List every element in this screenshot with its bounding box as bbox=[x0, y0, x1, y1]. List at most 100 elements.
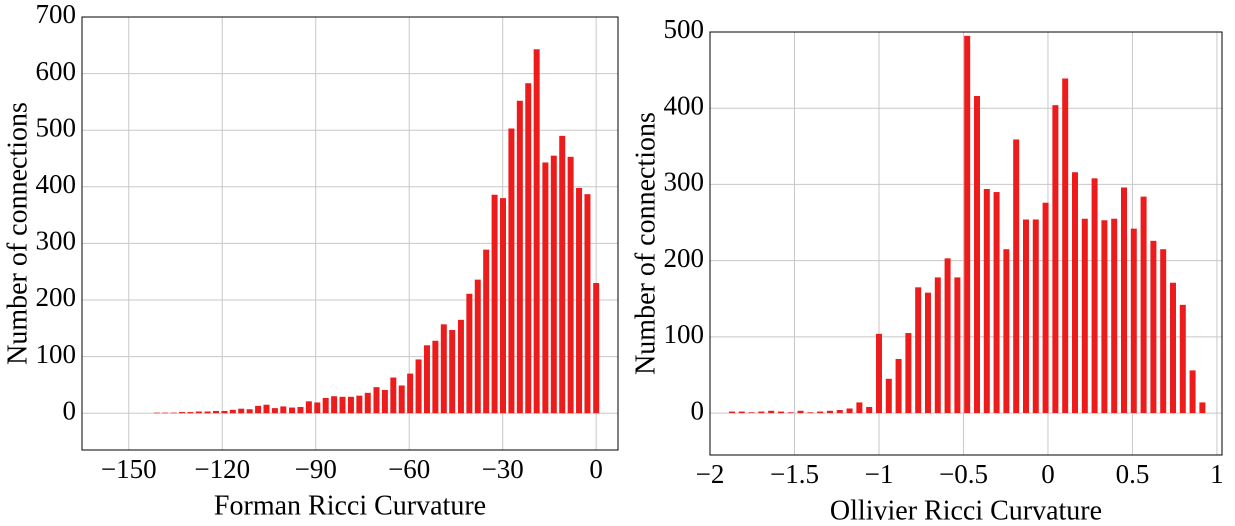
bar bbox=[983, 189, 990, 414]
bar bbox=[550, 155, 557, 414]
bar bbox=[339, 396, 346, 414]
bar bbox=[1022, 219, 1029, 414]
bar bbox=[483, 249, 490, 414]
bar bbox=[576, 187, 583, 414]
bar bbox=[885, 378, 892, 414]
bar bbox=[314, 402, 321, 414]
y-tick-label: 600 bbox=[36, 56, 77, 86]
bar bbox=[415, 359, 422, 414]
bar bbox=[905, 333, 912, 414]
bar bbox=[500, 198, 507, 414]
y-tick-label: 500 bbox=[36, 112, 77, 142]
bar bbox=[170, 412, 177, 414]
bar bbox=[263, 404, 270, 414]
bar bbox=[1101, 220, 1108, 414]
bar bbox=[525, 83, 532, 414]
bar bbox=[213, 410, 219, 414]
y-tick-label: 700 bbox=[36, 0, 77, 29]
bar bbox=[423, 345, 430, 414]
x-tick-label: −1 bbox=[865, 459, 894, 489]
x-tick-label: 1 bbox=[1210, 459, 1224, 489]
bar bbox=[964, 35, 971, 414]
bar bbox=[331, 396, 338, 414]
bar bbox=[322, 397, 329, 414]
bar bbox=[516, 100, 523, 414]
bar bbox=[748, 412, 755, 414]
y-tick-label: 100 bbox=[664, 319, 705, 349]
x-tick-label: −0.5 bbox=[939, 459, 988, 489]
bar bbox=[1150, 240, 1157, 414]
bar bbox=[856, 402, 863, 414]
bar bbox=[738, 411, 745, 414]
bar bbox=[153, 412, 160, 414]
bar bbox=[229, 409, 236, 414]
bar bbox=[1189, 370, 1196, 414]
bar bbox=[1013, 139, 1020, 414]
bar bbox=[559, 135, 566, 414]
bar bbox=[347, 396, 354, 414]
x-tick-label: −1.5 bbox=[770, 459, 819, 489]
bar bbox=[787, 412, 794, 414]
bar bbox=[221, 410, 228, 414]
x-tick-label: −2 bbox=[696, 459, 725, 489]
bar bbox=[381, 390, 388, 414]
bar bbox=[432, 340, 439, 414]
bar bbox=[797, 410, 804, 414]
bar bbox=[449, 330, 456, 414]
bar bbox=[567, 156, 574, 414]
bar bbox=[1062, 78, 1069, 414]
bar bbox=[915, 287, 922, 414]
bar bbox=[246, 409, 253, 414]
bar bbox=[1042, 202, 1049, 414]
bar bbox=[807, 412, 814, 414]
bar bbox=[542, 162, 549, 414]
bar bbox=[466, 293, 473, 414]
y-tick-label: 0 bbox=[691, 395, 705, 425]
bar bbox=[1179, 304, 1186, 414]
bar bbox=[846, 408, 853, 414]
bar bbox=[179, 412, 186, 414]
bar bbox=[944, 258, 951, 414]
bar bbox=[1130, 228, 1137, 414]
bar bbox=[875, 333, 882, 414]
bar bbox=[508, 128, 515, 414]
bar bbox=[1032, 219, 1039, 414]
bar bbox=[777, 411, 784, 414]
bar bbox=[1120, 187, 1127, 414]
bar bbox=[457, 319, 464, 414]
bar bbox=[836, 410, 843, 414]
bar bbox=[817, 411, 824, 414]
bar bbox=[826, 410, 833, 414]
bar bbox=[924, 292, 931, 414]
bar bbox=[305, 401, 312, 414]
bar bbox=[728, 411, 735, 414]
plot-frame bbox=[81, 16, 619, 451]
x-tick-label: −90 bbox=[295, 454, 337, 484]
bar bbox=[866, 406, 873, 414]
bar bbox=[954, 277, 961, 414]
bar bbox=[271, 408, 278, 414]
y-tick-label: 300 bbox=[664, 167, 705, 197]
bar bbox=[1081, 218, 1088, 414]
y-tick-label: 100 bbox=[36, 339, 77, 369]
bar bbox=[255, 405, 262, 414]
bar bbox=[289, 407, 296, 414]
bar bbox=[204, 411, 211, 414]
bar bbox=[280, 406, 287, 414]
y-axis-label: Number of connections bbox=[2, 102, 33, 365]
bar bbox=[398, 385, 405, 414]
bar bbox=[1140, 196, 1147, 414]
bar bbox=[1169, 282, 1176, 414]
bar bbox=[584, 194, 591, 414]
x-tick-label: 0 bbox=[589, 454, 603, 484]
bar bbox=[440, 324, 447, 414]
x-tick-label: −150 bbox=[101, 454, 157, 484]
y-tick-label: 300 bbox=[36, 226, 77, 256]
x-tick-label: 0 bbox=[1041, 459, 1055, 489]
bar bbox=[1111, 218, 1118, 414]
x-axis-label: Forman Ricci Curvature bbox=[214, 490, 486, 521]
x-tick-label: −120 bbox=[194, 454, 250, 484]
bar bbox=[758, 411, 765, 414]
bar bbox=[973, 96, 980, 414]
